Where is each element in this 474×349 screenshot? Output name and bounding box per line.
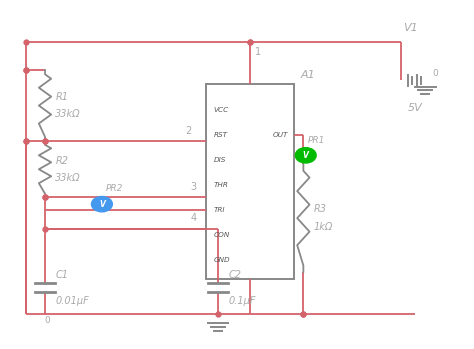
Text: 33kΩ: 33kΩ [55, 173, 81, 183]
Text: 0.1μF: 0.1μF [228, 296, 256, 306]
Text: 33kΩ: 33kΩ [55, 109, 81, 119]
Text: 2: 2 [186, 126, 192, 136]
Text: TRI: TRI [213, 207, 225, 213]
Text: 5V: 5V [407, 103, 422, 113]
Text: 0.01μF: 0.01μF [55, 296, 89, 306]
Bar [206, 84, 294, 279]
Text: A1: A1 [301, 70, 316, 80]
Text: PR2: PR2 [106, 184, 123, 193]
Text: RST: RST [213, 132, 228, 138]
Text: 4: 4 [191, 213, 197, 223]
Text: 3: 3 [191, 182, 197, 192]
Text: OUT: OUT [273, 132, 288, 138]
Text: V1: V1 [402, 23, 418, 33]
Text: CON: CON [213, 232, 229, 238]
Text: GND: GND [213, 257, 230, 263]
Text: PR1: PR1 [308, 136, 326, 145]
Text: R3: R3 [314, 205, 327, 214]
Text: C2: C2 [228, 270, 241, 280]
Circle shape [295, 148, 316, 163]
Text: C1: C1 [55, 270, 68, 280]
Text: THR: THR [213, 182, 228, 188]
Text: 0: 0 [433, 69, 438, 79]
Text: R1: R1 [55, 92, 68, 102]
Text: 1: 1 [255, 47, 261, 57]
Text: V: V [303, 151, 309, 160]
Text: DIS: DIS [213, 157, 226, 163]
Text: V: V [99, 200, 105, 209]
Text: 0: 0 [45, 316, 50, 325]
Text: VCC: VCC [213, 107, 228, 113]
Text: 1kΩ: 1kΩ [314, 222, 333, 232]
Circle shape [91, 196, 112, 212]
Text: R2: R2 [55, 156, 68, 165]
